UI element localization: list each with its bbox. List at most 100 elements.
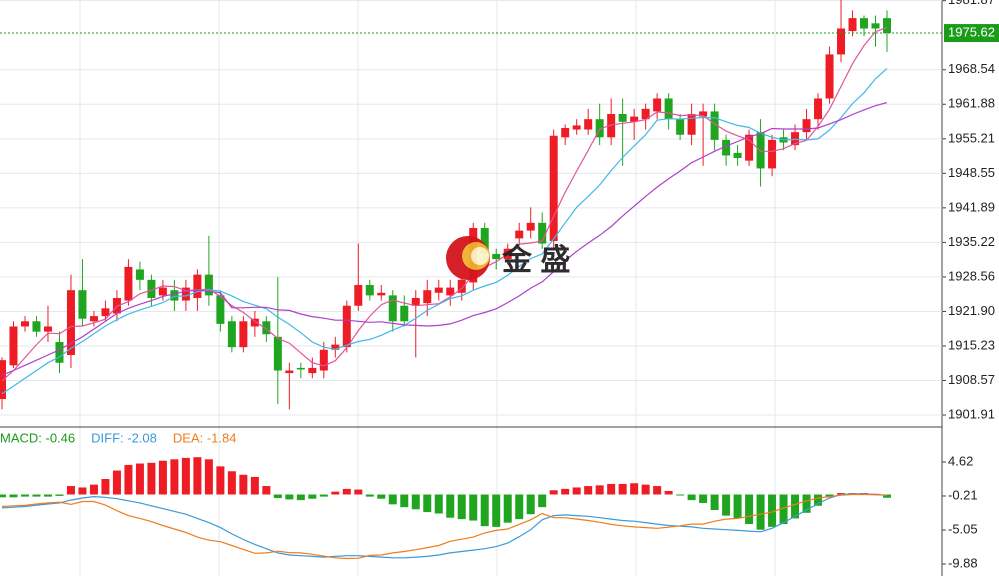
candle-body	[595, 119, 604, 138]
macd-bar	[423, 494, 432, 513]
candle-body	[9, 326, 18, 366]
candle-body	[32, 321, 41, 332]
candle-body	[848, 18, 857, 32]
ma-line	[1, 102, 888, 376]
macd-bar	[837, 493, 846, 495]
candle-body	[434, 287, 443, 293]
candle-body	[561, 127, 570, 138]
macd-bar	[595, 485, 604, 495]
candle-body	[515, 230, 524, 239]
y-tick-label: 1935.22	[948, 234, 995, 249]
candle-body	[66, 290, 75, 355]
macd-bar	[0, 494, 6, 498]
macd-bar	[722, 494, 731, 516]
macd-bar	[664, 490, 673, 495]
watermark-text: 金 盛	[501, 243, 570, 277]
candle-body	[78, 290, 87, 319]
macd-line	[1, 493, 888, 559]
macd-bar	[572, 487, 581, 495]
macd-bar	[779, 494, 788, 525]
macd-bar	[480, 494, 489, 527]
candle-body	[653, 98, 662, 112]
indicator-label: MACD: -0.46	[0, 430, 75, 445]
y-tick-label: 1948.55	[948, 165, 995, 180]
candle-body	[802, 119, 811, 133]
macd-bar	[561, 488, 570, 495]
macd-bar	[515, 494, 524, 520]
macd-bar	[411, 494, 420, 510]
candle-body	[630, 116, 639, 122]
macd-bar	[273, 494, 282, 499]
candle-body	[296, 367, 305, 370]
ma-line	[1, 67, 888, 395]
candle-body	[411, 297, 420, 306]
macd-bar	[20, 494, 29, 497]
y-tick-label: 1921.90	[948, 303, 995, 318]
indicator-label: DIFF: -2.08	[91, 430, 157, 445]
y-tick-label: 1941.89	[948, 199, 995, 214]
candle-body	[20, 321, 29, 327]
macd-bar	[285, 494, 294, 500]
candle-body	[308, 367, 317, 374]
macd-bar	[308, 494, 317, 499]
candle-body	[687, 114, 696, 135]
candle-body	[239, 321, 248, 348]
macd-bar	[446, 494, 455, 518]
candle-body	[480, 228, 489, 254]
macd-bar	[549, 490, 558, 495]
macd-bar	[400, 494, 409, 508]
candle-body	[365, 285, 374, 296]
macd-bar	[377, 494, 386, 499]
y-tick-label: -5.05	[948, 521, 978, 536]
macd-bar	[802, 494, 811, 513]
candle-body	[883, 18, 891, 34]
macd-bar	[825, 494, 834, 498]
candle-body	[814, 98, 823, 120]
macd-bar	[434, 494, 443, 514]
indicator-label: DEA: -1.84	[173, 430, 237, 445]
y-tick-label: 1961.88	[948, 96, 995, 111]
macd-bar	[469, 494, 478, 521]
macd-bar	[814, 494, 823, 506]
macd-bar	[641, 484, 650, 495]
candle-body	[319, 349, 328, 371]
macd-bar	[492, 494, 501, 527]
candle-body	[538, 222, 547, 244]
macd-bar	[457, 494, 466, 520]
candle-body	[285, 370, 294, 374]
candle-body	[262, 321, 271, 335]
candle-body	[89, 316, 98, 322]
y-tick-label: 1981.87	[948, 0, 995, 7]
candle-body	[135, 269, 144, 280]
candle-body	[400, 305, 409, 322]
last-price-label: 1975.62	[948, 24, 995, 39]
candle-body	[699, 111, 708, 117]
macd-bar	[653, 486, 662, 495]
candle-body	[55, 342, 64, 363]
candle-body	[377, 292, 386, 296]
candle-body	[43, 326, 52, 332]
macd-bar	[756, 494, 765, 530]
macd-bar	[250, 476, 259, 495]
macd-bar	[66, 486, 75, 495]
candle-body	[837, 28, 846, 55]
macd-bar	[204, 459, 213, 495]
y-tick-label: 1968.54	[948, 61, 995, 76]
macd-bar	[538, 494, 547, 508]
macd-bar	[296, 494, 305, 501]
macd-bar	[710, 494, 719, 510]
candle-body	[618, 114, 627, 122]
macd-bar	[170, 459, 179, 495]
candle-body	[101, 308, 110, 317]
candle-body	[250, 318, 259, 327]
candle-body	[181, 287, 190, 301]
candle-body	[756, 132, 765, 169]
macd-bar	[618, 483, 627, 495]
candle-body	[676, 119, 685, 135]
macd-bar	[32, 494, 41, 497]
candle-body	[193, 274, 202, 298]
macd-bar	[733, 494, 742, 519]
candle-body	[388, 295, 397, 322]
candle-body	[158, 287, 167, 296]
macd-bar	[388, 494, 397, 505]
